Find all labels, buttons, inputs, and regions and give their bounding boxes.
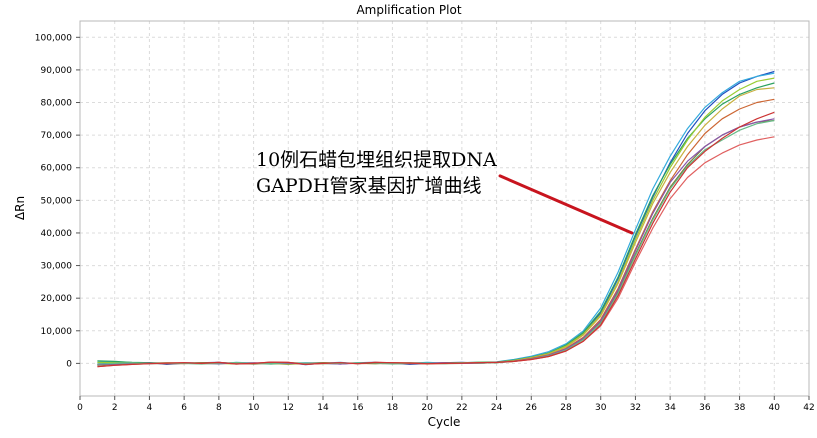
- series-layer: [97, 70, 775, 368]
- x-tick-label: 18: [387, 403, 399, 413]
- x-axis: 0 2 4 6 8 10 12 14 16 18 20 22 24 26 28 30 32 34 36 38 40 42: [77, 396, 815, 413]
- y-tick-label: 100,000: [35, 33, 72, 43]
- y-tick-label: 50,000: [41, 196, 73, 206]
- x-tick-label: 28: [560, 403, 572, 413]
- annotation-arrow: [498, 174, 634, 235]
- x-tick-label: 36: [699, 403, 711, 413]
- y-tick-label: 10,000: [41, 327, 73, 337]
- x-tick-label: 42: [803, 403, 814, 413]
- x-tick-label: 16: [352, 403, 364, 413]
- x-tick-label: 34: [664, 403, 676, 413]
- x-tick-label: 24: [491, 403, 503, 413]
- chart-title: Amplification Plot: [356, 3, 461, 17]
- y-tick-label: 80,000: [41, 99, 73, 109]
- series-line-11: [97, 111, 775, 368]
- x-tick-label: 38: [734, 403, 746, 413]
- plot-background: [80, 21, 809, 396]
- y-tick-label: 30,000: [41, 262, 73, 272]
- x-tick-label: 26: [526, 403, 538, 413]
- x-tick-label: 8: [216, 403, 222, 413]
- x-axis-label: Cycle: [428, 415, 461, 429]
- annotation: 10例石蜡包埋组织提取DNA GAPDH管家基因扩增曲线: [256, 149, 634, 235]
- x-tick-label: 22: [456, 403, 467, 413]
- x-tick-label: 0: [77, 403, 83, 413]
- y-tick-label: 40,000: [41, 229, 73, 239]
- x-tick-label: 4: [147, 403, 153, 413]
- annotation-line-2: GAPDH管家基因扩增曲线: [256, 175, 482, 197]
- plot-frame: [79, 20, 810, 397]
- y-axis: 0 10,000 20,000 30,000 40,000 50,000 60,000 70,…: [35, 33, 80, 369]
- x-tick-label: 32: [630, 403, 641, 413]
- y-tick-label: 60,000: [41, 164, 73, 174]
- y-tick-label: 20,000: [41, 294, 73, 304]
- x-tick-label: 6: [181, 403, 187, 413]
- y-tick-label: 0: [66, 359, 72, 369]
- x-tick-label: 40: [769, 403, 781, 413]
- x-tick-label: 30: [595, 403, 607, 413]
- x-tick-label: 10: [248, 403, 260, 413]
- x-tick-label: 12: [283, 403, 294, 413]
- y-tick-label: 70,000: [41, 131, 73, 141]
- x-tick-label: 20: [421, 403, 433, 413]
- x-tick-label: 2: [112, 403, 118, 413]
- y-axis-label: ΔRn: [13, 196, 27, 220]
- y-tick-label: 90,000: [41, 66, 73, 76]
- annotation-line-1: 10例石蜡包埋组织提取DNA: [256, 149, 497, 171]
- x-tick-label: 14: [317, 403, 329, 413]
